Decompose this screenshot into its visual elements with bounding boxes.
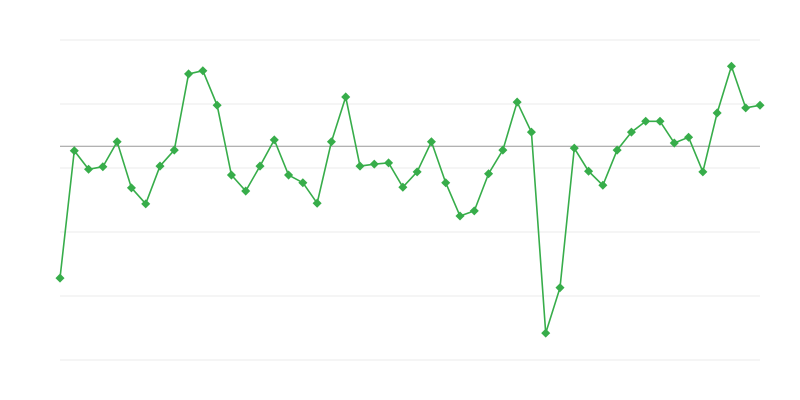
data-point <box>426 137 436 147</box>
data-point <box>598 180 608 190</box>
data-point <box>755 100 765 110</box>
data-point <box>226 170 236 180</box>
data-point <box>326 137 336 147</box>
data-point <box>698 167 708 177</box>
data-point <box>741 103 751 113</box>
data-point <box>412 167 422 177</box>
data-point <box>469 206 479 216</box>
data-point <box>312 198 322 208</box>
data-point <box>84 164 94 174</box>
data-point <box>355 161 365 171</box>
data-point <box>155 161 165 171</box>
data-point <box>269 135 279 145</box>
data-point <box>69 146 79 156</box>
data-point <box>126 183 136 193</box>
data-point <box>555 283 565 293</box>
data-point <box>255 161 265 171</box>
data-point <box>712 108 722 118</box>
series-line <box>59 63 761 334</box>
data-point <box>512 97 522 107</box>
data-point <box>384 158 394 168</box>
data-point <box>98 162 108 172</box>
data-point <box>655 116 665 126</box>
data-point <box>441 178 451 188</box>
data-point <box>284 170 294 180</box>
data-point <box>212 100 222 110</box>
data-point <box>455 211 465 221</box>
data-point <box>541 328 551 338</box>
data-point <box>341 92 351 102</box>
data-point <box>55 273 65 283</box>
data-point <box>498 145 508 155</box>
data-point <box>726 61 736 71</box>
data-point <box>112 137 122 147</box>
data-point <box>241 186 251 196</box>
data-point <box>569 143 579 153</box>
data-point <box>526 127 536 137</box>
data-point <box>141 199 151 209</box>
data-point <box>198 66 208 76</box>
data-point <box>684 132 694 142</box>
data-point <box>369 159 379 169</box>
data-point <box>484 169 494 179</box>
data-point <box>184 69 194 79</box>
